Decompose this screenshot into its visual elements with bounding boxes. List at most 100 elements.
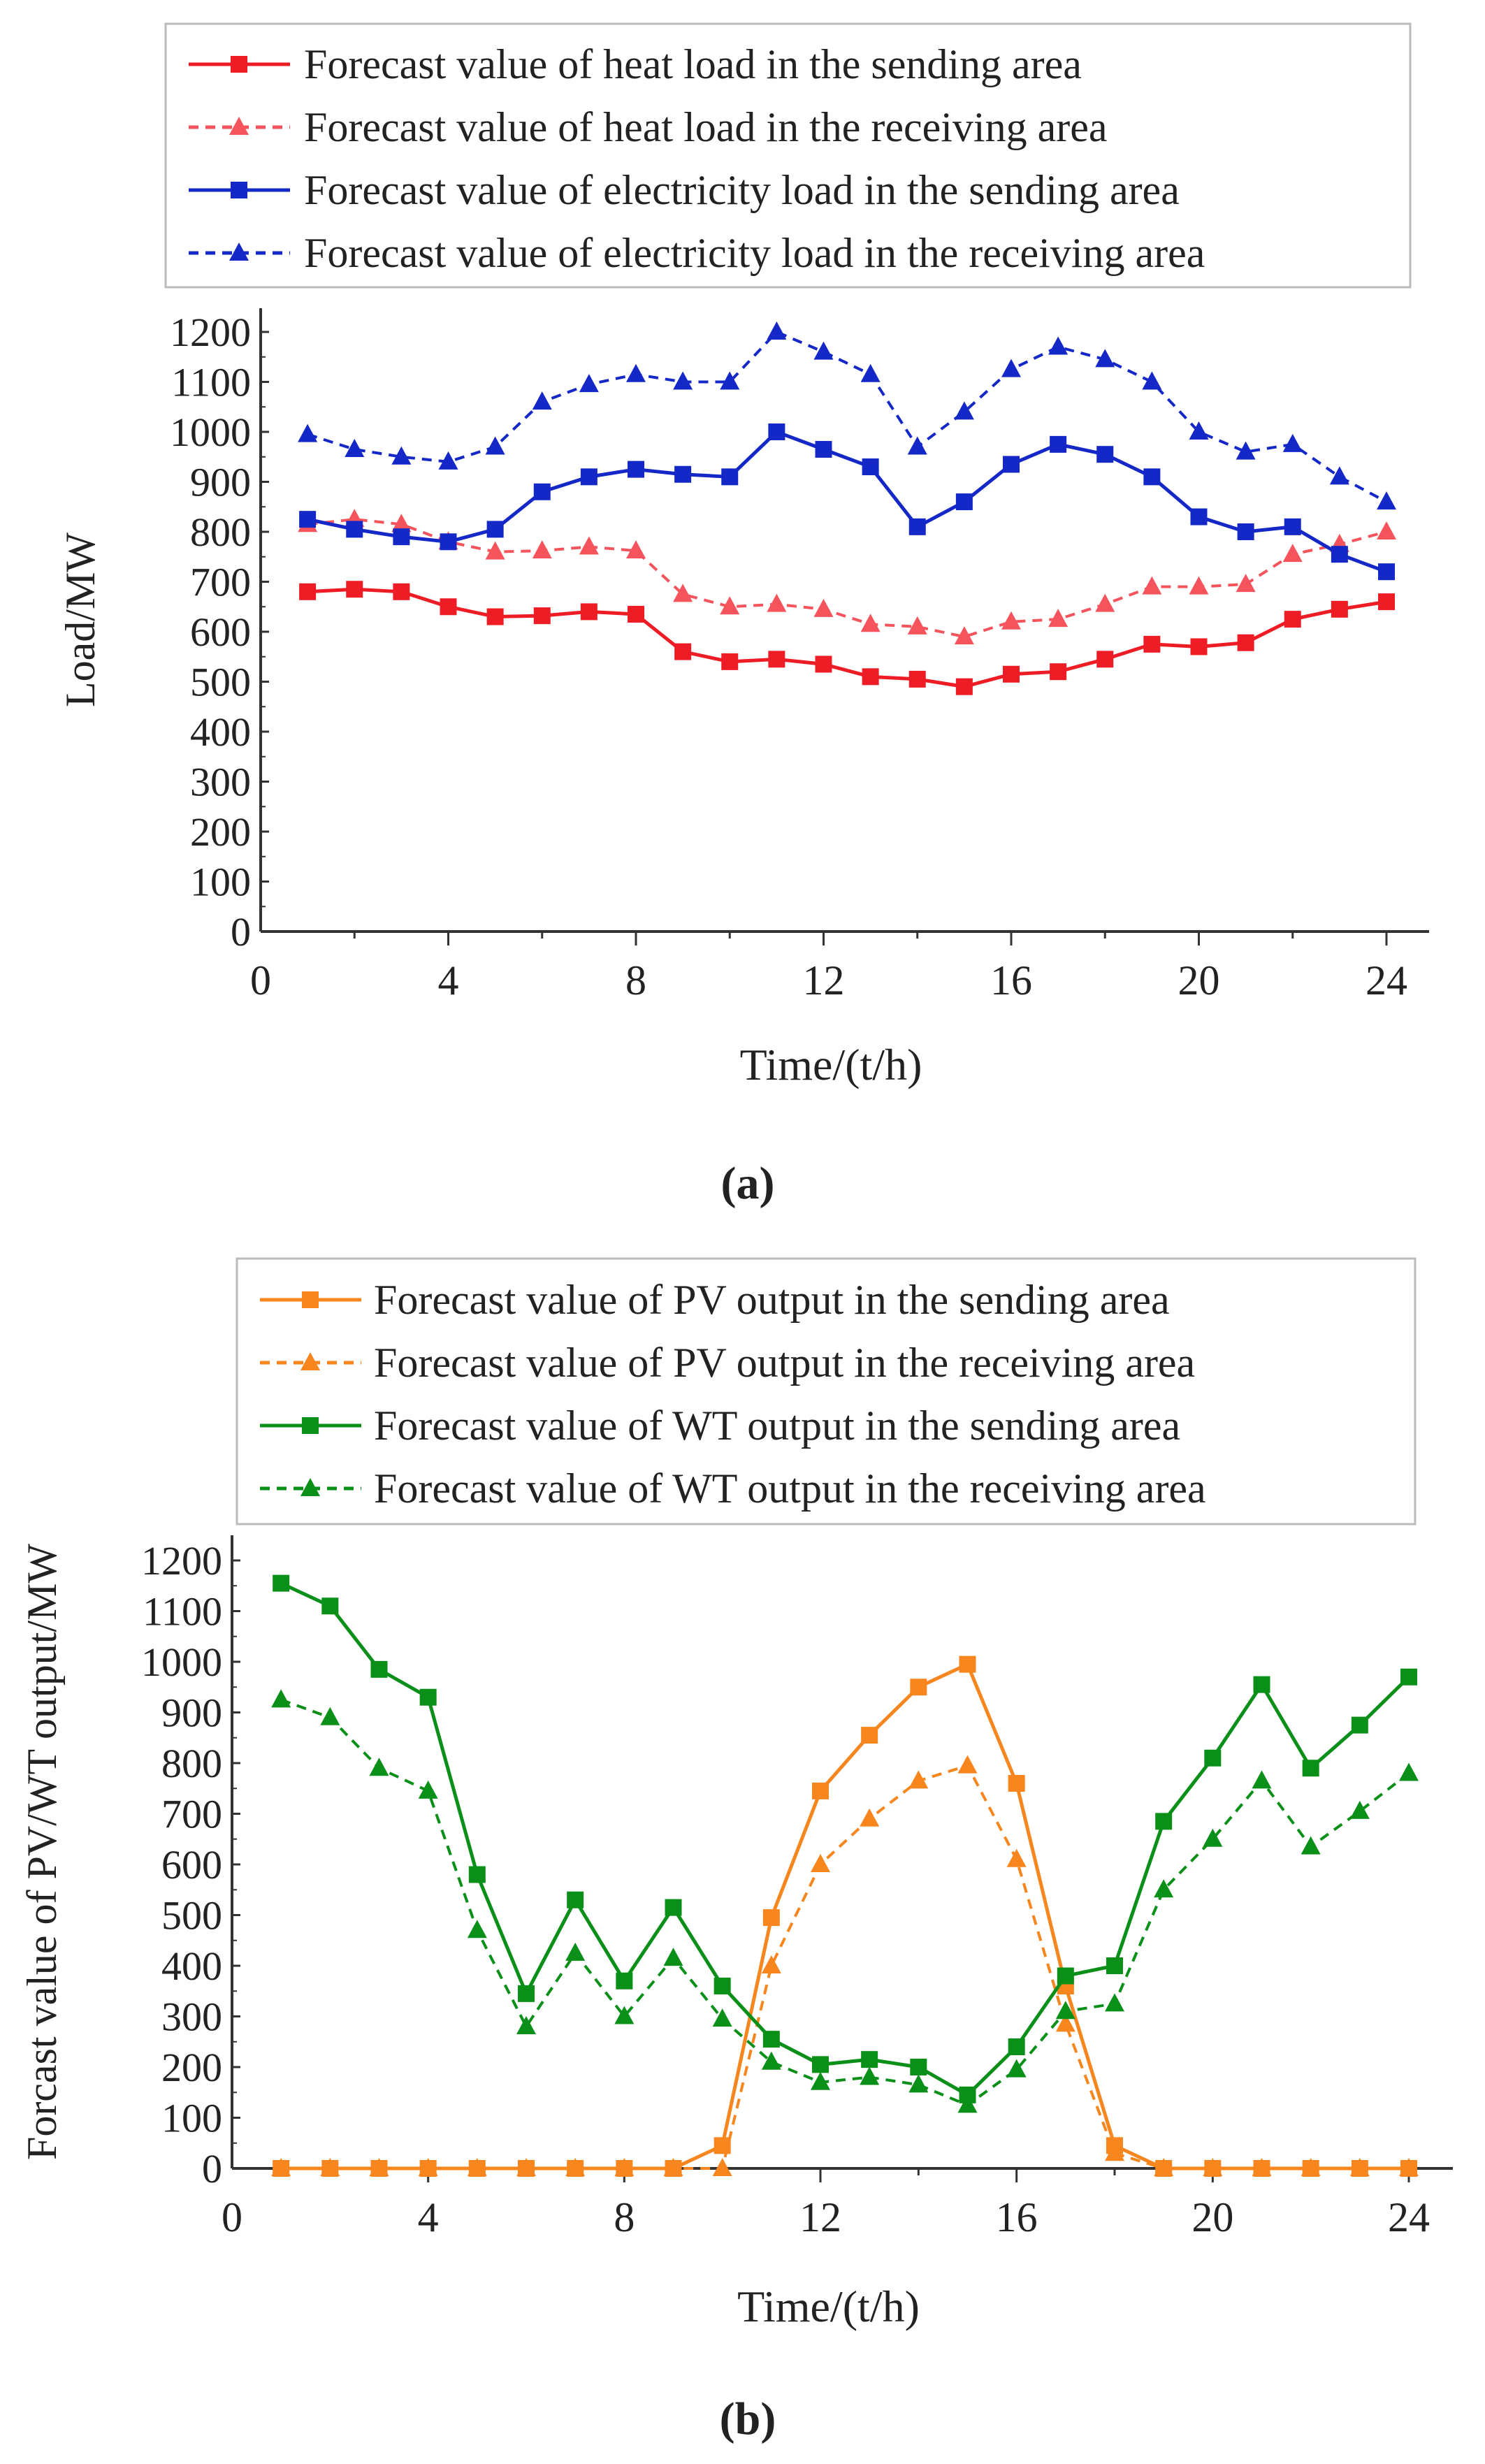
data-point bbox=[1106, 1957, 1123, 1974]
x-tick-label: 0 bbox=[222, 2194, 242, 2240]
data-point bbox=[1237, 634, 1254, 651]
data-point bbox=[860, 614, 881, 632]
data-point bbox=[1001, 358, 1021, 377]
data-point bbox=[393, 583, 410, 600]
data-point bbox=[1154, 2158, 1174, 2176]
y-tick-label: 900 bbox=[161, 1690, 222, 1736]
data-point bbox=[579, 374, 599, 393]
x-axis-label: Time/(t/h) bbox=[737, 2282, 920, 2331]
data-point bbox=[271, 1689, 291, 1708]
data-point bbox=[1331, 546, 1348, 563]
data-point bbox=[1143, 635, 1161, 653]
legend-marker bbox=[231, 182, 247, 198]
data-point bbox=[674, 643, 692, 660]
y-tick-label: 1200 bbox=[141, 1538, 222, 1584]
caption: (b) bbox=[720, 2393, 776, 2444]
data-point bbox=[1055, 2001, 1075, 2020]
x-tick-label: 0 bbox=[250, 957, 271, 1003]
data-point bbox=[1154, 1879, 1174, 1898]
y-tick-label: 0 bbox=[231, 909, 251, 955]
data-point bbox=[1252, 1770, 1272, 1789]
data-point bbox=[860, 2066, 880, 2085]
data-point bbox=[532, 540, 552, 559]
series-line bbox=[307, 330, 1387, 503]
data-point bbox=[1189, 421, 1209, 440]
data-point bbox=[580, 468, 597, 486]
data-point bbox=[908, 1770, 929, 1789]
data-point bbox=[1048, 336, 1069, 355]
series-4 bbox=[298, 321, 1396, 510]
data-point bbox=[533, 483, 551, 500]
data-point bbox=[1284, 611, 1301, 628]
data-point bbox=[674, 465, 692, 483]
data-point bbox=[565, 2158, 586, 2176]
data-point bbox=[1377, 491, 1396, 510]
data-point bbox=[762, 1909, 780, 1927]
data-point bbox=[1282, 544, 1303, 563]
x-tick-label: 8 bbox=[625, 957, 646, 1003]
data-point bbox=[1377, 521, 1396, 539]
y-tick-label: 400 bbox=[161, 1943, 222, 1989]
data-point bbox=[1050, 663, 1067, 681]
series-line bbox=[281, 1662, 1409, 2171]
data-point bbox=[910, 1679, 927, 1696]
data-point bbox=[1095, 593, 1115, 612]
caption: (a) bbox=[721, 1158, 775, 1209]
legend-marker bbox=[300, 1352, 320, 1370]
data-point bbox=[1349, 1800, 1370, 1819]
data-point bbox=[861, 1727, 878, 1744]
data-point bbox=[369, 2158, 389, 2176]
data-point bbox=[1048, 609, 1069, 628]
data-point bbox=[720, 596, 740, 615]
data-point bbox=[1155, 1813, 1173, 1830]
legend: Forecast value of heat load in the sendi… bbox=[164, 22, 1412, 289]
legend-label: Forecast value of WT output in the recei… bbox=[374, 1465, 1206, 1512]
series-2 bbox=[298, 509, 1396, 645]
data-point bbox=[1236, 441, 1256, 460]
series-4 bbox=[271, 1689, 1419, 2113]
data-point bbox=[712, 2158, 732, 2176]
data-point bbox=[628, 605, 644, 623]
data-point bbox=[346, 581, 363, 598]
data-point bbox=[1237, 523, 1254, 540]
data-point bbox=[713, 1978, 731, 1994]
data-point bbox=[812, 1782, 829, 1799]
data-point bbox=[712, 2008, 732, 2027]
data-point bbox=[861, 2051, 878, 2068]
data-point bbox=[1378, 593, 1395, 611]
data-point bbox=[1351, 1716, 1368, 1734]
data-point bbox=[370, 1660, 388, 1678]
data-point bbox=[299, 583, 317, 600]
data-point bbox=[1329, 466, 1349, 485]
data-point bbox=[1399, 1762, 1419, 1781]
y-tick-label: 1000 bbox=[141, 1639, 222, 1685]
data-point bbox=[346, 521, 363, 538]
y-tick-label: 600 bbox=[190, 609, 251, 655]
y-tick-label: 700 bbox=[161, 1792, 222, 1837]
data-point bbox=[1400, 1668, 1417, 1686]
data-point bbox=[626, 540, 646, 559]
y-tick-label: 1200 bbox=[170, 310, 251, 355]
data-point bbox=[762, 2031, 780, 2048]
legend-marker bbox=[302, 1417, 319, 1434]
legend-marker bbox=[229, 242, 249, 261]
legend-item: Forecast value of electricity load in th… bbox=[189, 167, 1180, 213]
data-point bbox=[812, 2056, 829, 2073]
x-tick-label: 16 bbox=[990, 957, 1032, 1003]
y-axis-label: Load/MW bbox=[57, 532, 103, 707]
data-point bbox=[486, 521, 504, 538]
data-point bbox=[614, 2158, 635, 2176]
data-point bbox=[1203, 1828, 1223, 1847]
data-point bbox=[345, 439, 365, 458]
legend-item: Forecast value of PV output in the recei… bbox=[260, 1340, 1195, 1386]
data-point bbox=[767, 593, 787, 612]
data-point bbox=[518, 1985, 535, 2002]
data-point bbox=[1190, 638, 1208, 655]
data-point bbox=[516, 2158, 536, 2176]
data-point bbox=[1301, 1836, 1321, 1855]
data-point bbox=[1301, 2158, 1321, 2176]
series-line bbox=[280, 1698, 1410, 2107]
data-point bbox=[1282, 433, 1303, 452]
y-tick-label: 1100 bbox=[143, 1589, 222, 1635]
x-tick-label: 16 bbox=[996, 2194, 1038, 2240]
